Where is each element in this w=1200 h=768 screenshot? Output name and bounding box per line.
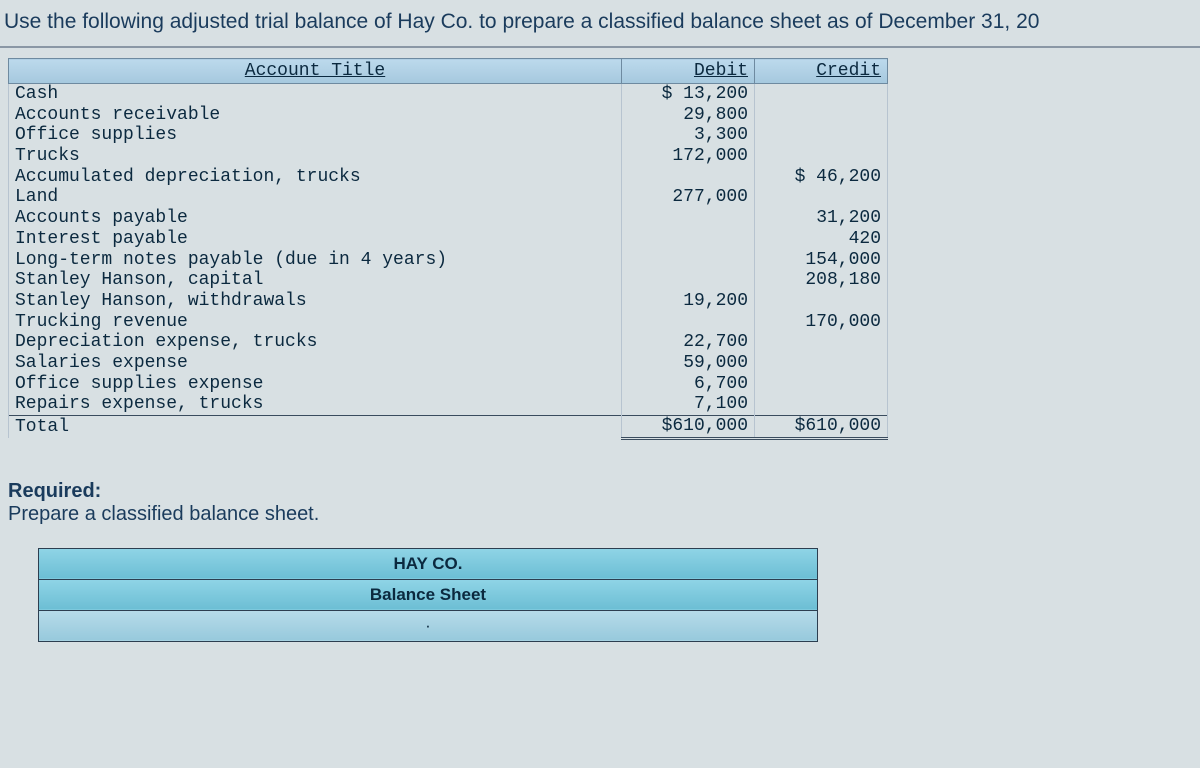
total-debit: $610,000 [622, 416, 755, 439]
table-row: Trucking revenue 170,000 [9, 312, 888, 333]
debit-cell [622, 270, 755, 291]
debit-cell: $ 13,200 [622, 84, 755, 105]
required-text: Prepare a classified balance sheet. [8, 503, 319, 525]
table-row: Repairs expense, trucks7,100 [9, 394, 888, 415]
table-row: Land277,000 [9, 187, 888, 208]
account-cell: Stanley Hanson, withdrawals [9, 291, 622, 312]
account-cell: Trucks [9, 146, 622, 167]
debit-cell [622, 229, 755, 250]
credit-cell: 31,200 [755, 208, 888, 229]
account-cell: Interest payable [9, 229, 622, 250]
debit-cell [622, 167, 755, 188]
credit-cell: 154,000 [755, 250, 888, 271]
table-row: Accounts receivable29,800 [9, 105, 888, 126]
answer-sheet-table[interactable]: HAY CO. Balance Sheet · [38, 548, 818, 642]
account-cell: Accounts payable [9, 208, 622, 229]
debit-cell: 6,700 [622, 374, 755, 395]
credit-cell [755, 394, 888, 415]
debit-cell: 277,000 [622, 187, 755, 208]
account-cell: Accumulated depreciation, trucks [9, 167, 622, 188]
credit-cell: $ 46,200 [755, 167, 888, 188]
debit-cell: 19,200 [622, 291, 755, 312]
credit-cell [755, 187, 888, 208]
table-row: Interest payable 420 [9, 229, 888, 250]
answer-company: HAY CO. [39, 548, 818, 579]
credit-cell [755, 125, 888, 146]
account-cell: Office supplies [9, 125, 622, 146]
debit-cell: 59,000 [622, 353, 755, 374]
debit-cell [622, 208, 755, 229]
credit-cell: 420 [755, 229, 888, 250]
debit-cell: 22,700 [622, 332, 755, 353]
account-cell: Land [9, 187, 622, 208]
table-row: Trucks172,000 [9, 146, 888, 167]
col-account-title: Account Title [9, 59, 622, 84]
account-cell: Stanley Hanson, capital [9, 270, 622, 291]
credit-cell [755, 146, 888, 167]
credit-cell [755, 374, 888, 395]
instruction-text: Use the following adjusted trial balance… [0, 0, 1200, 48]
table-header-row: Account Title Debit Credit [9, 59, 888, 84]
credit-cell [755, 353, 888, 374]
credit-cell [755, 332, 888, 353]
table-row: Depreciation expense, trucks22,700 [9, 332, 888, 353]
table-row: Salaries expense59,000 [9, 353, 888, 374]
table-row: Cash$ 13,200 [9, 84, 888, 105]
table-total-row: Total $610,000 $610,000 [9, 416, 888, 439]
credit-cell [755, 291, 888, 312]
debit-cell: 7,100 [622, 394, 755, 415]
account-cell: Repairs expense, trucks [9, 394, 622, 415]
account-cell: Salaries expense [9, 353, 622, 374]
col-debit: Debit [622, 59, 755, 84]
credit-cell [755, 105, 888, 126]
credit-cell: 170,000 [755, 312, 888, 333]
answer-title: Balance Sheet [39, 579, 818, 610]
table-row: Office supplies3,300 [9, 125, 888, 146]
answer-input-row[interactable]: · [39, 610, 818, 641]
account-cell: Depreciation expense, trucks [9, 332, 622, 353]
table-row: Stanley Hanson, withdrawals19,200 [9, 291, 888, 312]
total-label: Total [9, 416, 622, 439]
credit-cell [755, 84, 888, 105]
col-credit: Credit [755, 59, 888, 84]
table-row: Office supplies expense6,700 [9, 374, 888, 395]
required-block: Required: Prepare a classified balance s… [8, 480, 1192, 526]
debit-cell [622, 250, 755, 271]
debit-cell: 172,000 [622, 146, 755, 167]
debit-cell: 29,800 [622, 105, 755, 126]
account-cell: Accounts receivable [9, 105, 622, 126]
table-row: Stanley Hanson, capital 208,180 [9, 270, 888, 291]
total-credit: $610,000 [755, 416, 888, 439]
account-cell: Office supplies expense [9, 374, 622, 395]
table-row: Long-term notes payable (due in 4 years)… [9, 250, 888, 271]
table-row: Accounts payable 31,200 [9, 208, 888, 229]
table-row: Accumulated depreciation, trucks $ 46,200 [9, 167, 888, 188]
required-title: Required: [8, 480, 101, 502]
account-cell: Trucking revenue [9, 312, 622, 333]
debit-cell [622, 312, 755, 333]
account-cell: Long-term notes payable (due in 4 years) [9, 250, 622, 271]
debit-cell: 3,300 [622, 125, 755, 146]
credit-cell: 208,180 [755, 270, 888, 291]
account-cell: Cash [9, 84, 622, 105]
trial-balance-table: Account Title Debit Credit Cash$ 13,200A… [8, 58, 888, 440]
